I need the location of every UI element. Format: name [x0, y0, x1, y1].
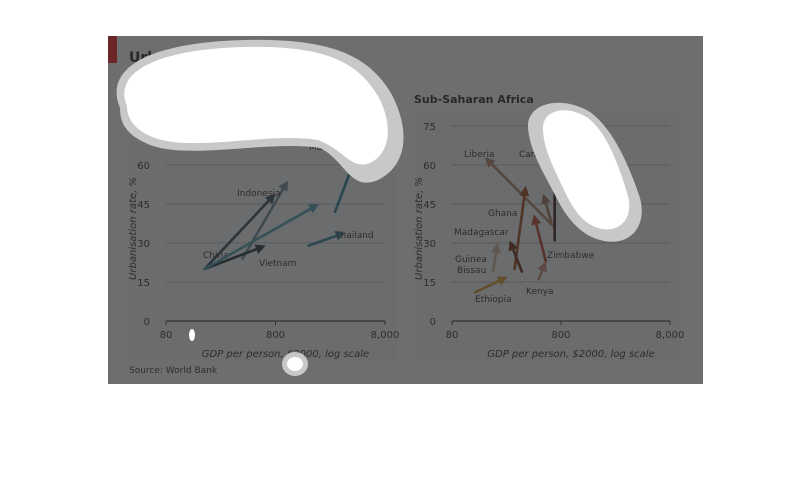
x-tick-label: 80 [446, 330, 459, 341]
x-tick-label: 8,000 [656, 330, 685, 341]
y-tick-label: 45 [423, 200, 436, 211]
series-label: Madagascar [454, 228, 509, 238]
y-tick-label: 60 [423, 161, 436, 172]
series-label: Zimbabwe [547, 251, 595, 261]
series-label: Cameroon [519, 150, 565, 160]
series-label: Kenya [526, 287, 554, 297]
y-tick-label: 0 [430, 317, 436, 328]
series-label: Ethiopia [475, 295, 512, 305]
y-tick-label: 75 [423, 122, 436, 133]
y-tick-label: 30 [423, 239, 436, 250]
series-label: Nigeria [563, 186, 595, 196]
x-tick-label: 800 [551, 330, 570, 341]
series-label: Ghana [488, 209, 517, 219]
y-axis-label: Urbanisation rate, % [414, 177, 425, 280]
series-label: Guinea [455, 255, 487, 265]
x-axis-label: GDP per person, $2000, log scale [487, 349, 654, 360]
y-tick-label: 15 [423, 278, 436, 289]
series-label: Liberia [464, 150, 494, 160]
source-note: Source: World Bank [129, 366, 218, 376]
series-label: Bissau [457, 266, 486, 276]
